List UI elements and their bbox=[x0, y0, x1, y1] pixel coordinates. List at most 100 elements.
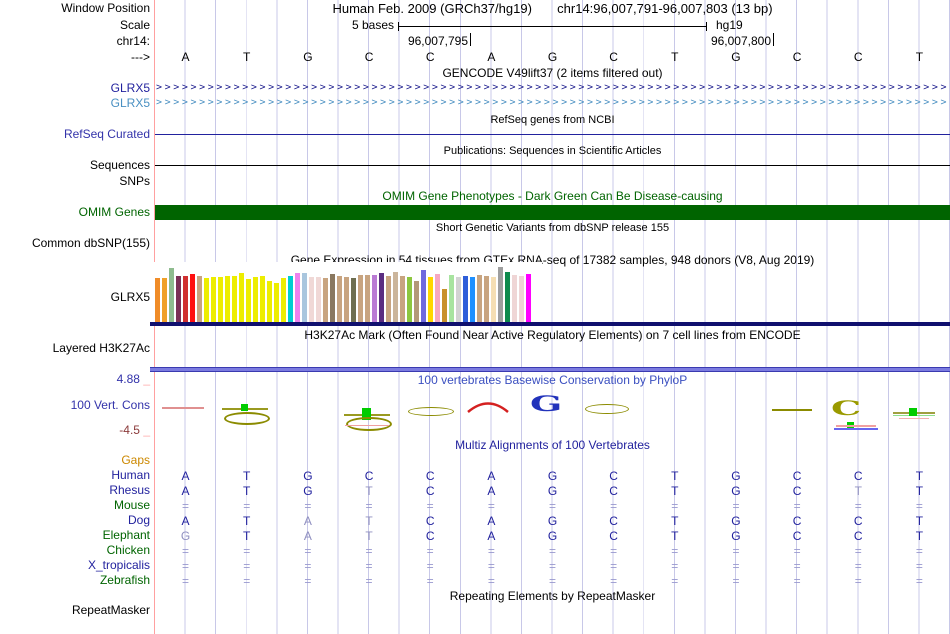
species-label-X_tropicalis[interactable]: X_tropicalis bbox=[87, 558, 150, 572]
gtex-bar[interactable] bbox=[477, 275, 482, 322]
gtex-bar[interactable] bbox=[519, 276, 524, 322]
track-label-refseq-curated[interactable]: RefSeq Curated bbox=[63, 127, 150, 141]
track-label-sequences[interactable]: Sequences bbox=[89, 158, 150, 172]
align-cell: = bbox=[182, 559, 190, 573]
gtex-bar[interactable] bbox=[316, 277, 321, 322]
gtex-bar[interactable] bbox=[302, 273, 307, 322]
gtex-bar[interactable] bbox=[323, 278, 328, 322]
gtex-bar[interactable] bbox=[218, 277, 223, 322]
gtex-bar[interactable] bbox=[526, 274, 531, 322]
gtex-bar[interactable] bbox=[400, 276, 405, 322]
gtex-bar[interactable] bbox=[372, 275, 377, 322]
species-label-Dog[interactable]: Dog bbox=[127, 513, 150, 527]
gtex-bar[interactable] bbox=[344, 277, 349, 322]
track-label-gencode-glrx5-1[interactable]: GLRX5 bbox=[110, 81, 150, 95]
gtex-bar[interactable] bbox=[407, 277, 412, 322]
align-cell: = bbox=[426, 544, 434, 558]
track-label-gtex-gene-glrx5[interactable]: GLRX5 bbox=[110, 290, 150, 304]
track-label-strand: ---> bbox=[131, 50, 150, 64]
track-label-common-dbsnp[interactable]: Common dbSNP(155) bbox=[31, 236, 150, 250]
gtex-bar[interactable] bbox=[239, 273, 244, 322]
gtex-bar[interactable] bbox=[379, 273, 384, 322]
gtex-bar[interactable] bbox=[281, 278, 286, 322]
gtex-bar[interactable] bbox=[512, 275, 517, 322]
align-cell: = bbox=[548, 499, 556, 513]
gtex-bar[interactable] bbox=[393, 272, 398, 322]
gtex-bar[interactable] bbox=[295, 273, 300, 322]
gtex-bar[interactable] bbox=[491, 277, 496, 322]
gtex-bar[interactable] bbox=[505, 272, 510, 322]
cons-underline bbox=[834, 428, 878, 430]
gtex-bar[interactable] bbox=[260, 276, 265, 322]
track-label-omim-genes[interactable]: OMIM Genes bbox=[78, 205, 150, 219]
gtex-bar[interactable] bbox=[414, 281, 419, 322]
gtex-bar[interactable] bbox=[484, 276, 489, 322]
gtex-bar[interactable] bbox=[442, 289, 447, 322]
gtex-bar[interactable] bbox=[386, 276, 391, 322]
align-cell: = bbox=[732, 559, 740, 573]
gtex-bar[interactable] bbox=[421, 270, 426, 322]
track-label-snps[interactable]: SNPs bbox=[119, 174, 150, 188]
align-cell: T bbox=[365, 514, 373, 528]
gtex-bar[interactable] bbox=[463, 276, 468, 322]
species-label-Chicken[interactable]: Chicken bbox=[106, 543, 150, 557]
track-label-window-position: Window Position bbox=[61, 1, 150, 15]
gtex-bar[interactable] bbox=[351, 278, 356, 322]
align-cell: = bbox=[915, 559, 923, 573]
align-cell: G bbox=[547, 469, 558, 483]
gtex-bar[interactable] bbox=[155, 278, 160, 322]
gene-row-GLRX5-2[interactable]: >>>>>>>>>>>>>>>>>>>>>>>>>>>>>>>>>>>>>>>>… bbox=[156, 97, 948, 108]
track-label-vert-cons[interactable]: 100 Vert. Cons bbox=[70, 398, 150, 412]
gtex-gene-model-bar[interactable] bbox=[150, 322, 950, 326]
ruler-base-7: C bbox=[609, 50, 618, 64]
gtex-bar[interactable] bbox=[435, 274, 440, 322]
gtex-bar[interactable] bbox=[498, 267, 503, 322]
gtex-bar[interactable] bbox=[288, 276, 293, 322]
gtex-bar[interactable] bbox=[337, 276, 342, 322]
gtex-bar[interactable] bbox=[246, 279, 251, 322]
gtex-bar[interactable] bbox=[428, 277, 433, 322]
gtex-bar[interactable] bbox=[211, 277, 216, 322]
gtex-bar[interactable] bbox=[274, 283, 279, 322]
track-label-layered-h3k27ac[interactable]: Layered H3K27Ac bbox=[52, 341, 150, 355]
assembly-text: Human Feb. 2009 (GRCh37/hg19) bbox=[332, 1, 532, 16]
gtex-bar[interactable] bbox=[232, 276, 237, 322]
species-label-Mouse[interactable]: Mouse bbox=[113, 498, 150, 512]
gtex-bar[interactable] bbox=[162, 278, 167, 322]
species-label-Human[interactable]: Human bbox=[111, 468, 150, 482]
omim-gene-bar[interactable] bbox=[155, 205, 950, 220]
track-label-gencode-glrx5-2[interactable]: GLRX5 bbox=[110, 96, 150, 110]
align-cell: = bbox=[487, 544, 495, 558]
gtex-bar[interactable] bbox=[267, 281, 272, 322]
align-cell: = bbox=[365, 499, 373, 513]
align-cell: = bbox=[854, 559, 862, 573]
gtex-bar[interactable] bbox=[183, 276, 188, 322]
ruler-tick-left bbox=[470, 33, 471, 46]
gtex-bar[interactable] bbox=[330, 274, 335, 322]
gtex-bar[interactable] bbox=[470, 277, 475, 322]
gtex-bar[interactable] bbox=[197, 276, 202, 322]
gtex-bar[interactable] bbox=[225, 276, 230, 322]
h3k27ac-layered-bar[interactable] bbox=[150, 367, 950, 372]
species-label-Elephant[interactable]: Elephant bbox=[102, 528, 150, 542]
gtex-bar[interactable] bbox=[204, 278, 209, 322]
sequences-track-line[interactable] bbox=[155, 165, 950, 166]
gtex-bar[interactable] bbox=[176, 276, 181, 322]
align-cell: = bbox=[548, 574, 556, 588]
gtex-bar[interactable] bbox=[190, 274, 195, 322]
gtex-bar[interactable] bbox=[253, 277, 258, 322]
align-cell: C bbox=[364, 469, 374, 483]
gene-row-GLRX5-1[interactable]: >>>>>>>>>>>>>>>>>>>>>>>>>>>>>>>>>>>>>>>>… bbox=[156, 82, 948, 93]
refseq-track-line[interactable] bbox=[155, 134, 950, 135]
gtex-bar[interactable] bbox=[358, 275, 363, 322]
gtex-bar[interactable] bbox=[309, 277, 314, 322]
species-label-Rhesus[interactable]: Rhesus bbox=[109, 483, 150, 497]
species-label-Zebrafish[interactable]: Zebrafish bbox=[99, 573, 150, 587]
gtex-bar[interactable] bbox=[365, 275, 370, 322]
gtex-bar[interactable] bbox=[449, 275, 454, 322]
track-label-repeatmasker[interactable]: RepeatMasker bbox=[71, 603, 150, 617]
gtex-bar[interactable] bbox=[169, 268, 174, 322]
align-cell: = bbox=[243, 544, 251, 558]
gtex-bar[interactable] bbox=[456, 277, 461, 322]
species-label-Gaps[interactable]: Gaps bbox=[121, 453, 150, 467]
